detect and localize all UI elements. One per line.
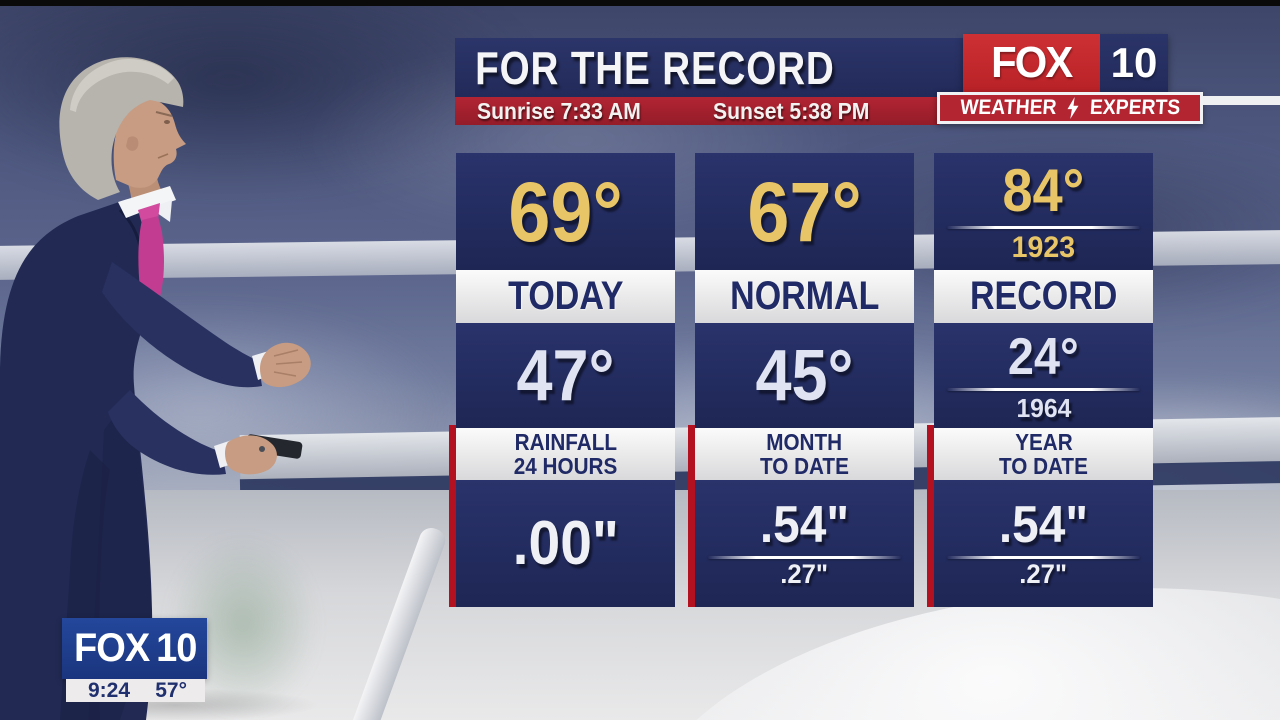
weatherman-figure xyxy=(0,57,311,720)
rain-value: .00" xyxy=(512,508,619,578)
rain-label-line1: YEAR xyxy=(1014,429,1073,455)
sunset-time: Sunset 5:38 PM xyxy=(713,98,870,124)
fox-logo-text: FOX xyxy=(991,38,1073,87)
weather-experts-badge: WEATHER EXPERTS xyxy=(937,92,1203,124)
today-rain-value-panel: .00" xyxy=(456,480,675,607)
normal-rain-value-panel: .54" .27" xyxy=(695,480,914,607)
rain-label-line2: TO DATE xyxy=(760,453,849,479)
today-high-panel: 69° xyxy=(456,153,675,270)
value-divider-line xyxy=(708,556,901,559)
sunrise-time: Sunrise 7:33 AM xyxy=(477,98,641,124)
rain-label-line1: MONTH xyxy=(766,429,843,455)
record-divider-line xyxy=(947,225,1140,229)
record-low-year: 1964 xyxy=(1016,392,1071,423)
fox-logo-red-box: FOX xyxy=(963,34,1100,92)
record-high-panel: 84° 1923 xyxy=(934,153,1153,270)
bug-temp: 57° xyxy=(155,679,187,702)
accent-bar xyxy=(688,425,695,607)
normal-rain-label-band: MONTH TO DATE xyxy=(695,428,914,480)
record-rain-label-band: YEAR TO DATE xyxy=(934,428,1153,480)
lightning-bolt-icon xyxy=(1067,97,1079,119)
normal-label-band: NORMAL xyxy=(695,270,914,323)
today-low-panel: 47° xyxy=(456,323,675,428)
station-bug-strip: 9:24 57° xyxy=(66,679,205,702)
value-divider-line xyxy=(947,556,1140,559)
bug-time: 9:24 xyxy=(88,679,131,702)
rain-label-line1: RAINFALL xyxy=(514,429,617,455)
today-label: TODAY xyxy=(507,274,624,318)
normal-low-panel: 45° xyxy=(695,323,914,428)
rain-label-line2: TO DATE xyxy=(999,453,1088,479)
panel-record: 84° 1923 RECORD 24° 1964 YEAR TO DATE .5… xyxy=(934,153,1153,607)
record-rain-value-panel: .54" .27" xyxy=(934,480,1153,607)
bug-fox-text: FOX xyxy=(73,626,150,670)
today-low-temp: 47° xyxy=(516,335,615,416)
record-label: RECORD xyxy=(969,274,1118,318)
sun-times-bar: Sunrise 7:33 AM Sunset 5:38 PM xyxy=(455,97,939,125)
record-divider-line xyxy=(947,387,1140,391)
letterbox-bar xyxy=(0,0,1280,6)
tagline-word-2: EXPERTS xyxy=(1089,96,1182,119)
record-high-temp: 84° xyxy=(1002,156,1085,224)
normal-high-panel: 67° xyxy=(695,153,914,270)
panel-normal: 67° NORMAL 45° MONTH TO DATE .54" .27" xyxy=(695,153,914,607)
rain-label-line2: 24 HOURS xyxy=(513,453,618,479)
accent-bar xyxy=(449,425,456,607)
today-high-temp: 69° xyxy=(508,164,623,259)
bug-number-text: 10 xyxy=(155,626,197,670)
tagline-word-1: WEATHER xyxy=(959,96,1057,119)
rain-secondary-value: .27" xyxy=(1019,559,1068,589)
station-bug-logo: FOX 10 xyxy=(62,618,207,679)
rain-value: .54" xyxy=(759,496,850,554)
normal-label: NORMAL xyxy=(729,274,880,318)
fox-logo-number-box: 10 xyxy=(1100,34,1168,92)
rain-value: .54" xyxy=(998,496,1089,554)
normal-low-temp: 45° xyxy=(755,335,854,416)
record-low-temp: 24° xyxy=(1008,327,1079,386)
today-rain-label-band: RAINFALL 24 HOURS xyxy=(456,428,675,480)
today-label-band: TODAY xyxy=(456,270,675,323)
accent-bar xyxy=(927,425,934,607)
record-label-band: RECORD xyxy=(934,270,1153,323)
badge-extension-line xyxy=(1203,96,1280,105)
fox-logo-number: 10 xyxy=(1110,39,1158,86)
rain-secondary-value: .27" xyxy=(780,559,829,589)
panel-today: 69° TODAY 47° RAINFALL 24 HOURS .00" xyxy=(456,153,675,607)
page-title: FOR THE RECORD xyxy=(475,41,835,94)
normal-high-temp: 67° xyxy=(747,164,862,259)
record-low-panel: 24° 1964 xyxy=(934,323,1153,428)
fox10-logo: FOX 10 xyxy=(963,34,1168,92)
record-high-year: 1923 xyxy=(1011,230,1076,264)
